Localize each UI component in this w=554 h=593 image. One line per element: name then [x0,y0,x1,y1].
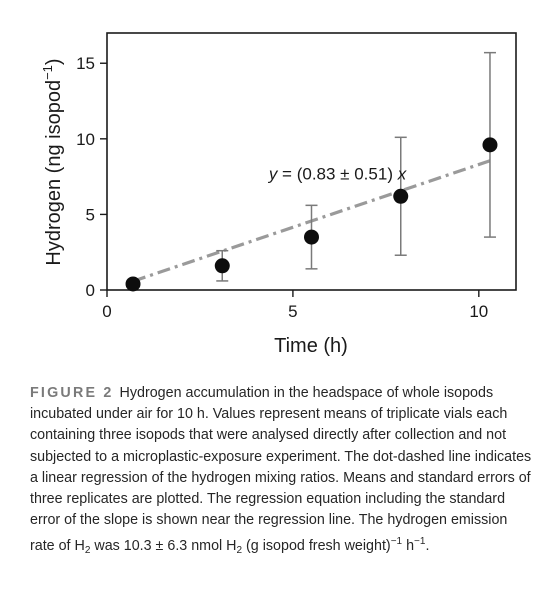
caption-sub-1: 2 [84,545,91,557]
y-axis-ticks: 0 5 10 15 [76,54,107,300]
data-point [125,276,141,292]
regression-equation-text: = (0.83 ± 0.51) [277,165,397,184]
regression-equation: y = (0.83 ± 0.51) x [268,165,407,184]
data-point [304,229,319,245]
data-point [214,258,230,274]
x-axis-ticks: 0 5 10 [102,290,488,321]
caption-sup-1: −1 [390,536,403,548]
y-tick-label: 0 [86,281,95,300]
y-axis-title: Hydrogen (ng isopod−1) [40,58,65,265]
y-tick-label: 5 [86,205,95,224]
y-axis-title-main: Hydrogen (ng isopod [43,80,65,266]
figure-caption: FIGURE 2 Hydrogen accumulation in the hea… [30,383,535,562]
caption-sup-2: −1 [414,536,426,548]
data-point [393,188,409,204]
figure-label: FIGURE 2 [30,385,114,401]
x-tick-label: 10 [469,302,488,321]
caption-sub-2: 2 [236,545,243,557]
regression-equation-var2: x [397,165,407,184]
caption-text-3: (g isopod fresh weight) [242,538,391,555]
y-tick-label: 10 [76,130,95,149]
caption-text-2: was 10.3 ± 6.3 nmol H [90,538,237,555]
y-axis-title-end: ) [43,58,65,65]
figure-2-chart: 0 5 10 0 5 10 15 Time (h) Hydrogen (ng isopod… [40,32,517,357]
plot-frame [106,32,517,291]
y-axis-title-sup: −1 [40,65,55,80]
caption-text-4: h [402,538,415,555]
caption-text-5: . [425,538,430,555]
x-axis-title: Time (h) [274,335,348,357]
regression-equation-var: y [268,165,279,184]
caption-text-1: Hydrogen accumulation in the headspace o… [30,385,532,555]
data-marks [125,51,498,292]
x-tick-label: 0 [102,302,111,321]
y-tick-label: 15 [76,54,95,73]
x-tick-label: 5 [288,302,297,321]
data-point [482,137,498,153]
